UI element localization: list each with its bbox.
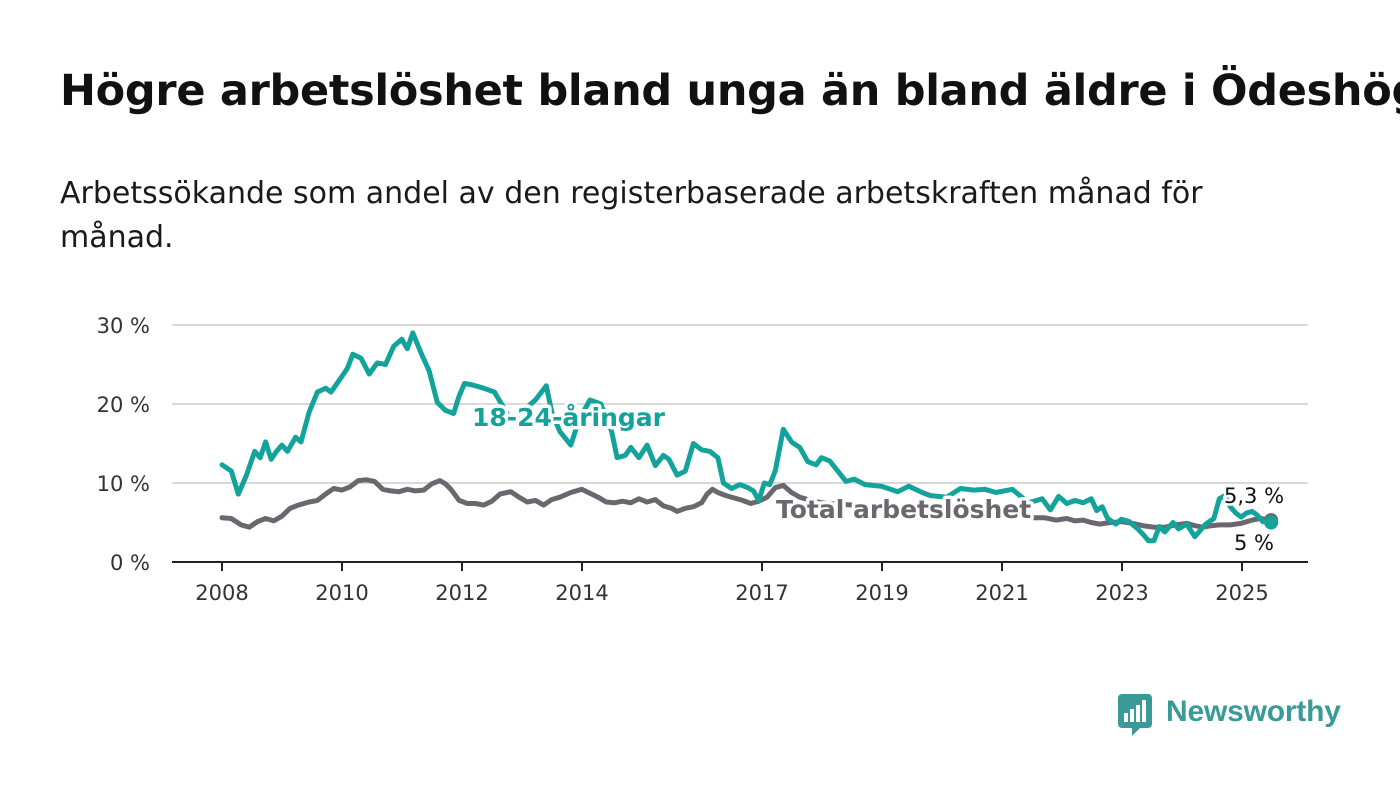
x-tick-label: 2014: [555, 581, 608, 605]
x-tick-label: 2010: [315, 581, 368, 605]
newsworthy-logo: Newsworthy: [1118, 690, 1341, 736]
x-tick-label: 2019: [855, 581, 908, 605]
x-tick-label: 2008: [195, 581, 248, 605]
brand-name: Newsworthy: [1166, 695, 1341, 728]
y-tick-label: 10 %: [97, 472, 150, 496]
chart-subtitle: Arbetssökande som andel av den registerb…: [60, 176, 1203, 255]
series-line-youth: [219, 330, 1274, 544]
end-value-label-youth: 5 %: [1234, 531, 1274, 555]
y-tick-label: 30 %: [97, 314, 150, 338]
bar-chart-speech-icon: [1118, 694, 1154, 736]
x-tick-label: 2021: [975, 581, 1028, 605]
series-label-total: Total arbetslöshet: [776, 495, 1031, 524]
x-tick-label: 2012: [435, 581, 488, 605]
x-tick-label: 2025: [1215, 581, 1268, 605]
end-value-label-total: 5,3 %: [1224, 484, 1284, 508]
y-tick-label: 20 %: [97, 393, 150, 417]
series-line-total: [219, 477, 1274, 530]
chart-title: Högre arbetslöshet bland unga än bland ä…: [60, 66, 1400, 116]
y-tick-label: 0 %: [110, 551, 150, 575]
series-end-dot-youth: [1264, 515, 1279, 530]
x-tick-label: 2017: [735, 581, 788, 605]
x-tick-label: 2023: [1095, 581, 1148, 605]
series-label-youth: 18-24-åringar: [472, 403, 666, 432]
